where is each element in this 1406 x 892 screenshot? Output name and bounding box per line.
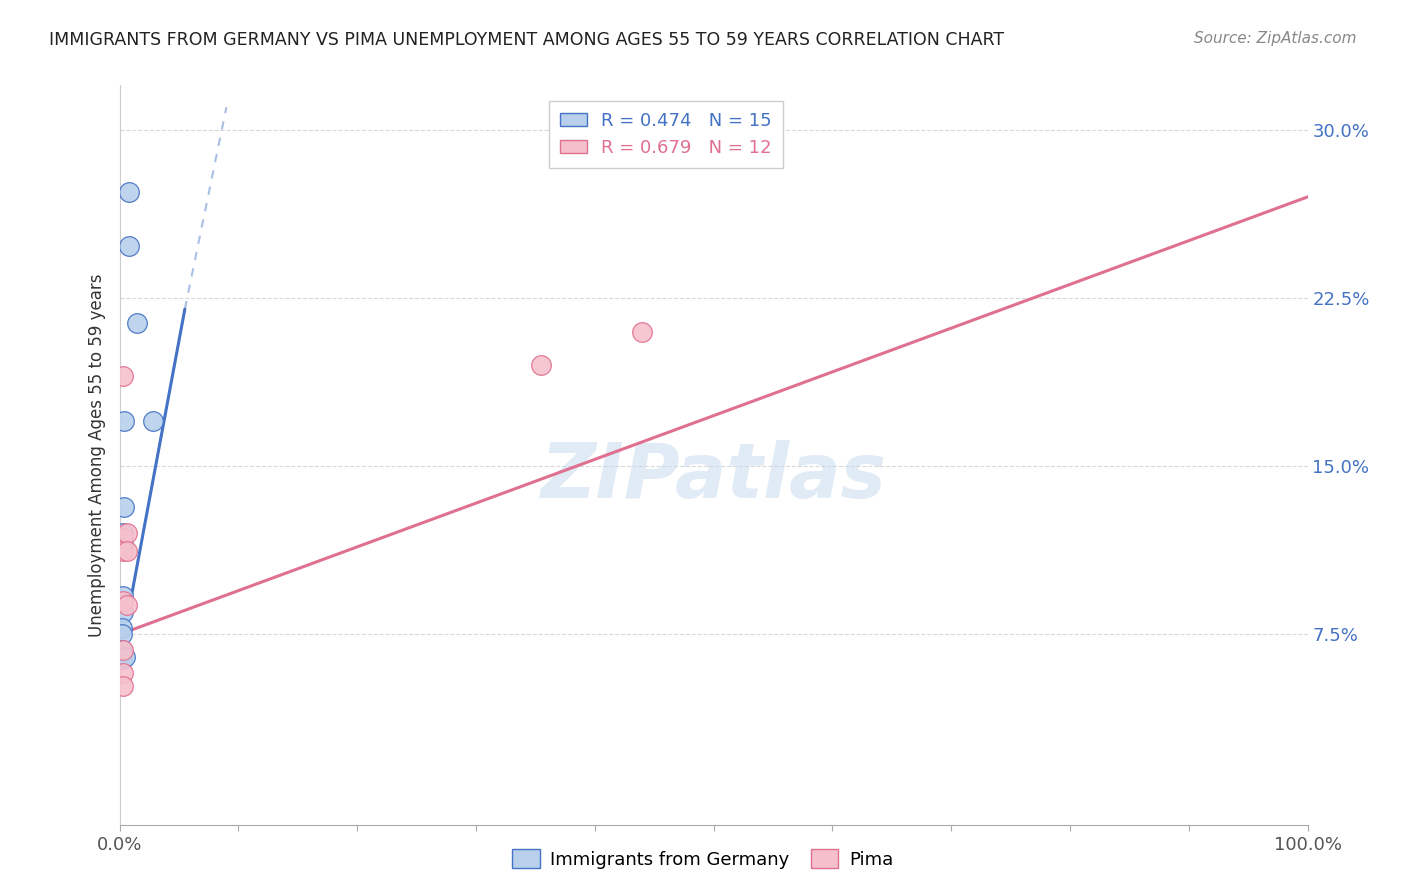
Point [530, 358, 553, 372]
Point [631, 325, 654, 339]
Point [118, 186, 141, 200]
Text: IMMIGRANTS FROM GERMANY VS PIMA UNEMPLOYMENT AMONG AGES 55 TO 59 YEARS CORRELATI: IMMIGRANTS FROM GERMANY VS PIMA UNEMPLOY… [49, 31, 1004, 49]
Point [112, 593, 135, 607]
Point [112, 544, 135, 558]
Point [111, 652, 134, 666]
Point [111, 627, 134, 641]
Point [115, 526, 138, 541]
Point [112, 414, 135, 428]
Point [142, 414, 165, 428]
Point [111, 643, 134, 657]
Point [115, 599, 138, 613]
Point [112, 538, 135, 552]
Point [127, 316, 149, 330]
Legend: Immigrants from Germany, Pima: Immigrants from Germany, Pima [505, 842, 901, 876]
Point [112, 526, 135, 541]
Y-axis label: Unemployment Among Ages 55 to 59 years: Unemployment Among Ages 55 to 59 years [87, 273, 105, 637]
Text: ZIPatlas: ZIPatlas [540, 440, 887, 514]
Point [112, 531, 135, 545]
Point [112, 605, 135, 619]
Point [112, 369, 135, 384]
Point [111, 621, 134, 635]
Point [112, 679, 135, 693]
Point [115, 544, 138, 558]
Point [112, 665, 135, 680]
Point [112, 500, 135, 514]
Point [112, 589, 135, 603]
Point [114, 649, 136, 664]
Text: Source: ZipAtlas.com: Source: ZipAtlas.com [1194, 31, 1357, 46]
Legend: R = 0.474   N = 15, R = 0.679   N = 12: R = 0.474 N = 15, R = 0.679 N = 12 [550, 101, 783, 168]
Point [112, 643, 135, 657]
Point [118, 239, 141, 253]
